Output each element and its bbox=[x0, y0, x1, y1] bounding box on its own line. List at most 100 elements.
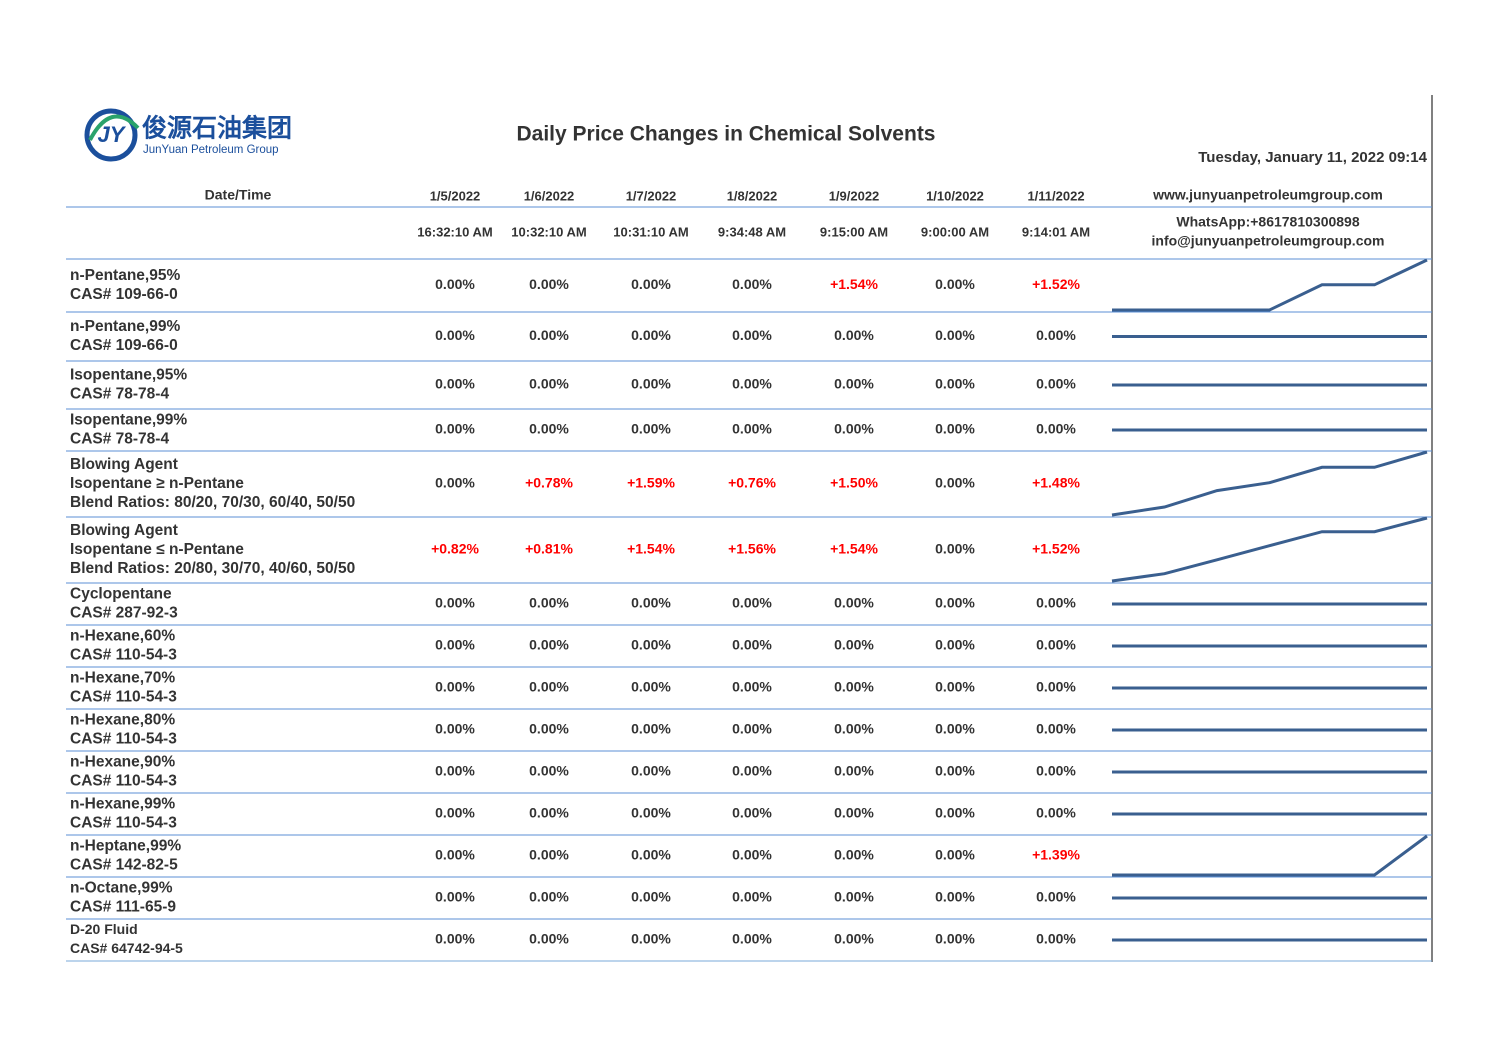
price-change: +1.54% bbox=[627, 541, 675, 557]
price-change: 0.00% bbox=[435, 475, 475, 491]
sparkline bbox=[1112, 834, 1428, 877]
product-name: n-Hexane,90% bbox=[70, 754, 175, 771]
price-change: 0.00% bbox=[529, 721, 569, 737]
sparkline bbox=[1112, 258, 1428, 312]
price-change: 0.00% bbox=[834, 931, 874, 947]
price-change: 0.00% bbox=[529, 276, 569, 292]
logo-en: JunYuan Petroleum Group bbox=[143, 144, 279, 156]
price-change: 0.00% bbox=[935, 541, 975, 557]
price-change: +1.59% bbox=[627, 475, 675, 491]
time-header: 9:34:48 AM bbox=[718, 224, 786, 239]
price-change: 0.00% bbox=[935, 763, 975, 779]
price-change: 0.00% bbox=[732, 805, 772, 821]
price-change: +1.56% bbox=[728, 541, 776, 557]
price-change: 0.00% bbox=[834, 805, 874, 821]
price-change: 0.00% bbox=[435, 679, 475, 695]
product-name: CAS# 110-54-3 bbox=[70, 689, 177, 706]
price-change: 0.00% bbox=[435, 763, 475, 779]
product-name: Isopentane,95% bbox=[70, 367, 187, 384]
price-change: 0.00% bbox=[631, 889, 671, 905]
product-name: n-Hexane,70% bbox=[70, 670, 175, 687]
price-change: 0.00% bbox=[935, 475, 975, 491]
price-change: 0.00% bbox=[732, 763, 772, 779]
price-change: 0.00% bbox=[631, 421, 671, 437]
price-change: 0.00% bbox=[834, 421, 874, 437]
price-change: 0.00% bbox=[631, 805, 671, 821]
product-name: Blend Ratios: 20/80, 30/70, 40/60, 50/50 bbox=[70, 560, 355, 577]
date-time-label: Date/Time bbox=[205, 187, 272, 203]
product-name: Isopentane ≥ n-Pentane bbox=[70, 475, 244, 492]
price-change: +0.82% bbox=[431, 541, 479, 557]
price-change: 0.00% bbox=[834, 679, 874, 695]
price-change: 0.00% bbox=[435, 376, 475, 392]
time-header: 9:14:01 AM bbox=[1022, 224, 1090, 239]
price-change: 0.00% bbox=[834, 721, 874, 737]
price-change: 0.00% bbox=[935, 276, 975, 292]
price-change: 0.00% bbox=[1036, 421, 1076, 437]
price-change: 0.00% bbox=[1036, 931, 1076, 947]
price-change: +1.50% bbox=[830, 475, 878, 491]
logo-mark: JY bbox=[98, 122, 127, 147]
price-change: 0.00% bbox=[935, 721, 975, 737]
title: Daily Price Changes in Chemical Solvents bbox=[517, 123, 936, 146]
product-name: CAS# 109-66-0 bbox=[70, 286, 178, 303]
price-change: 0.00% bbox=[834, 637, 874, 653]
price-change: 0.00% bbox=[631, 721, 671, 737]
product-name: n-Hexane,99% bbox=[70, 796, 175, 813]
price-change: 0.00% bbox=[529, 889, 569, 905]
price-change: +1.52% bbox=[1032, 541, 1080, 557]
product-name: n-Hexane,60% bbox=[70, 628, 175, 645]
product-name: CAS# 110-54-3 bbox=[70, 815, 177, 832]
logo: JY 俊源石油集团 JunYuan Petroleum Group bbox=[84, 108, 292, 162]
price-change: 0.00% bbox=[1036, 595, 1076, 611]
website: www.junyuanpetroleumgroup.com bbox=[1152, 187, 1383, 203]
price-change: 0.00% bbox=[435, 847, 475, 863]
product-name: CAS# 110-54-3 bbox=[70, 731, 177, 748]
product-name: n-Hexane,80% bbox=[70, 712, 175, 729]
price-change: 0.00% bbox=[435, 276, 475, 292]
sparkline bbox=[1111, 450, 1428, 517]
price-change: +0.78% bbox=[525, 475, 573, 491]
price-change: 0.00% bbox=[935, 679, 975, 695]
whatsapp: WhatsApp:+8617810300898 bbox=[1176, 214, 1359, 230]
price-change: 0.00% bbox=[631, 327, 671, 343]
email: info@junyuanpetroleumgroup.com bbox=[1152, 233, 1385, 249]
product-name: Blowing Agent bbox=[70, 456, 178, 473]
price-change: 0.00% bbox=[435, 327, 475, 343]
price-change: 0.00% bbox=[935, 327, 975, 343]
price-change: 0.00% bbox=[529, 327, 569, 343]
date-header: 1/10/2022 bbox=[926, 188, 984, 203]
price-change: +1.54% bbox=[830, 541, 878, 557]
product-name: n-Octane,99% bbox=[70, 880, 173, 897]
date-header: 1/9/2022 bbox=[829, 188, 880, 203]
price-change: 0.00% bbox=[834, 847, 874, 863]
price-change: 0.00% bbox=[732, 327, 772, 343]
price-change: 0.00% bbox=[435, 931, 475, 947]
product-name: n-Pentane,95% bbox=[70, 267, 180, 284]
price-change: 0.00% bbox=[631, 679, 671, 695]
logo-cn: 俊源石油集团 bbox=[142, 114, 292, 143]
price-change: 0.00% bbox=[732, 637, 772, 653]
sparkline bbox=[1111, 516, 1428, 583]
price-change: 0.00% bbox=[529, 679, 569, 695]
price-change: 0.00% bbox=[1036, 376, 1076, 392]
price-change: +1.48% bbox=[1032, 475, 1080, 491]
price-change: 0.00% bbox=[435, 805, 475, 821]
price-change: 0.00% bbox=[1036, 889, 1076, 905]
price-change: 0.00% bbox=[935, 637, 975, 653]
price-change: 0.00% bbox=[834, 763, 874, 779]
price-change: +1.54% bbox=[830, 276, 878, 292]
price-change: 0.00% bbox=[935, 376, 975, 392]
price-change: 0.00% bbox=[1036, 327, 1076, 343]
price-change: 0.00% bbox=[732, 889, 772, 905]
price-change: 0.00% bbox=[732, 421, 772, 437]
price-change: 0.00% bbox=[732, 721, 772, 737]
price-change: 0.00% bbox=[529, 637, 569, 653]
price-change: 0.00% bbox=[834, 889, 874, 905]
logo-swoosh bbox=[88, 114, 140, 141]
date-header: 1/5/2022 bbox=[430, 188, 481, 203]
price-change: 0.00% bbox=[732, 376, 772, 392]
price-change: 0.00% bbox=[435, 595, 475, 611]
price-change: 0.00% bbox=[935, 889, 975, 905]
